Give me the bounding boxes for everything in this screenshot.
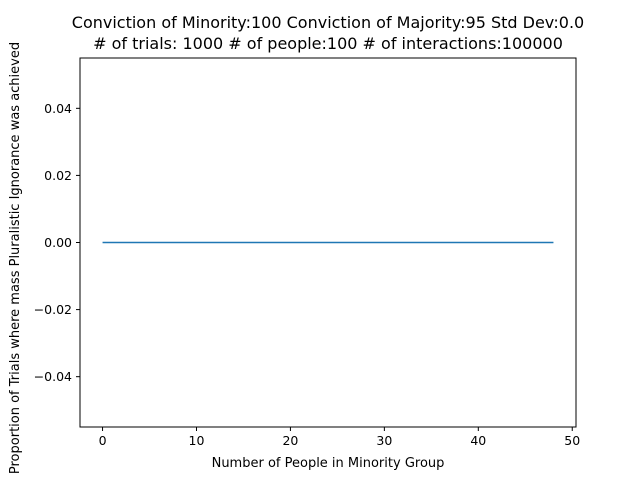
y-tick-label: 0.00 [44,235,72,250]
chart-title-line-2: # of trials: 1000 # of people:100 # of i… [93,34,563,53]
x-axis: 0 10 20 30 40 50 [99,427,580,448]
plot-frame [79,57,577,428]
y-axis: −0.04 −0.02 0.00 0.02 0.04 [34,101,80,384]
x-tick-label: 20 [282,433,298,448]
y-axis-label: Proportion of Trials where mass Pluralis… [8,42,23,474]
chart-title-line-1: Conviction of Minority:100 Conviction of… [72,13,584,32]
y-tick-label: −0.04 [34,369,72,384]
x-tick-label: 50 [564,433,580,448]
x-axis-label: Number of People in Minority Group [212,456,445,471]
y-tick-label: 0.04 [44,101,72,116]
x-tick-label: 40 [470,433,486,448]
y-tick-label: −0.02 [34,302,72,317]
y-tick-label: 0.02 [44,168,72,183]
x-tick-label: 0 [99,433,107,448]
x-tick-label: 10 [189,433,205,448]
x-tick-label: 30 [376,433,392,448]
